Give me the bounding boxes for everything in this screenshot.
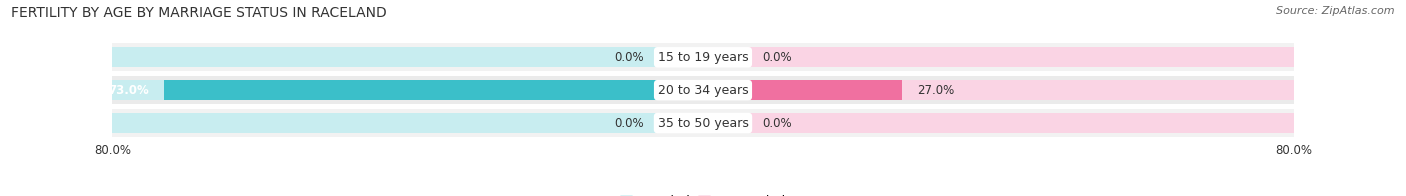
- Text: 27.0%: 27.0%: [917, 84, 955, 97]
- Text: 0.0%: 0.0%: [614, 51, 644, 64]
- Text: Source: ZipAtlas.com: Source: ZipAtlas.com: [1277, 6, 1395, 16]
- Bar: [112, 47, 703, 67]
- Bar: [703, 80, 903, 100]
- Text: 0.0%: 0.0%: [762, 117, 792, 130]
- Bar: [112, 43, 1294, 71]
- Text: 0.0%: 0.0%: [614, 117, 644, 130]
- Text: FERTILITY BY AGE BY MARRIAGE STATUS IN RACELAND: FERTILITY BY AGE BY MARRIAGE STATUS IN R…: [11, 6, 387, 20]
- Legend: Married, Unmarried: Married, Unmarried: [620, 195, 786, 196]
- Bar: [112, 109, 1294, 137]
- Bar: [703, 47, 1294, 67]
- Text: 35 to 50 years: 35 to 50 years: [658, 117, 748, 130]
- Text: 15 to 19 years: 15 to 19 years: [658, 51, 748, 64]
- Text: 73.0%: 73.0%: [108, 84, 149, 97]
- Bar: [112, 113, 703, 133]
- Bar: [703, 113, 1294, 133]
- Bar: [703, 80, 1294, 100]
- Text: 0.0%: 0.0%: [762, 51, 792, 64]
- Bar: [112, 76, 1294, 104]
- Bar: [112, 80, 703, 100]
- Text: 20 to 34 years: 20 to 34 years: [658, 84, 748, 97]
- Bar: [165, 80, 703, 100]
